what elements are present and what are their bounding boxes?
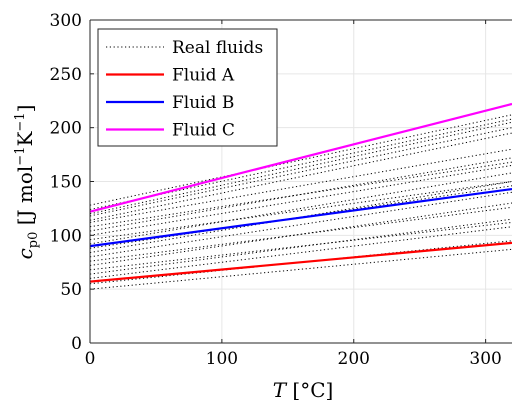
legend: Real fluids Fluid A Fluid B Fluid C	[97, 28, 278, 147]
real-fluid-line	[89, 172, 512, 245]
x-tick-label: 100	[206, 349, 238, 369]
legend-label: Fluid A	[172, 66, 235, 86]
x-axis-label: T [°C]	[273, 378, 334, 402]
y-tick-label: 150	[50, 173, 82, 193]
real-fluid-line	[89, 164, 512, 236]
axes	[89, 19, 512, 344]
y-tick-label: 100	[50, 226, 82, 246]
real-fluid-line	[89, 248, 512, 290]
real-fluid-line	[89, 202, 512, 266]
series-line-fluid-b	[89, 187, 512, 248]
real-fluid-line	[89, 240, 512, 285]
real-fluid-line	[89, 218, 512, 275]
y-tick-label: 0	[71, 334, 82, 354]
series-line-fluid-c	[89, 102, 512, 213]
y-tick-label: 50	[60, 280, 82, 300]
y-tick-label: 250	[50, 65, 82, 85]
legend-label: Fluid B	[172, 93, 234, 113]
real-fluid-line	[89, 206, 512, 262]
plot-lines	[89, 102, 512, 290]
real-fluid-line	[89, 226, 512, 279]
legend-box	[97, 28, 278, 147]
real-fluid-line	[89, 161, 512, 228]
tick-labels: 0 100 200 300 0 50 100 150 200 250 300	[50, 11, 502, 369]
real-fluid-line	[89, 148, 512, 223]
x-tick-label: 300	[469, 349, 501, 369]
x-tick-label: 0	[85, 349, 96, 369]
series-line-fluid-a	[89, 241, 512, 283]
y-tick-label: 200	[50, 119, 82, 139]
legend-label: Fluid C	[172, 121, 235, 141]
real-fluid-line	[89, 191, 512, 258]
x-tick-label: 200	[338, 349, 370, 369]
legend-label: Real fluids	[172, 38, 263, 58]
real-fluid-line	[89, 221, 512, 271]
y-tick-label: 300	[50, 11, 82, 31]
real-fluid-line	[89, 181, 512, 241]
y-axis-label: cp0 [J mol−1K−1]	[13, 105, 41, 260]
